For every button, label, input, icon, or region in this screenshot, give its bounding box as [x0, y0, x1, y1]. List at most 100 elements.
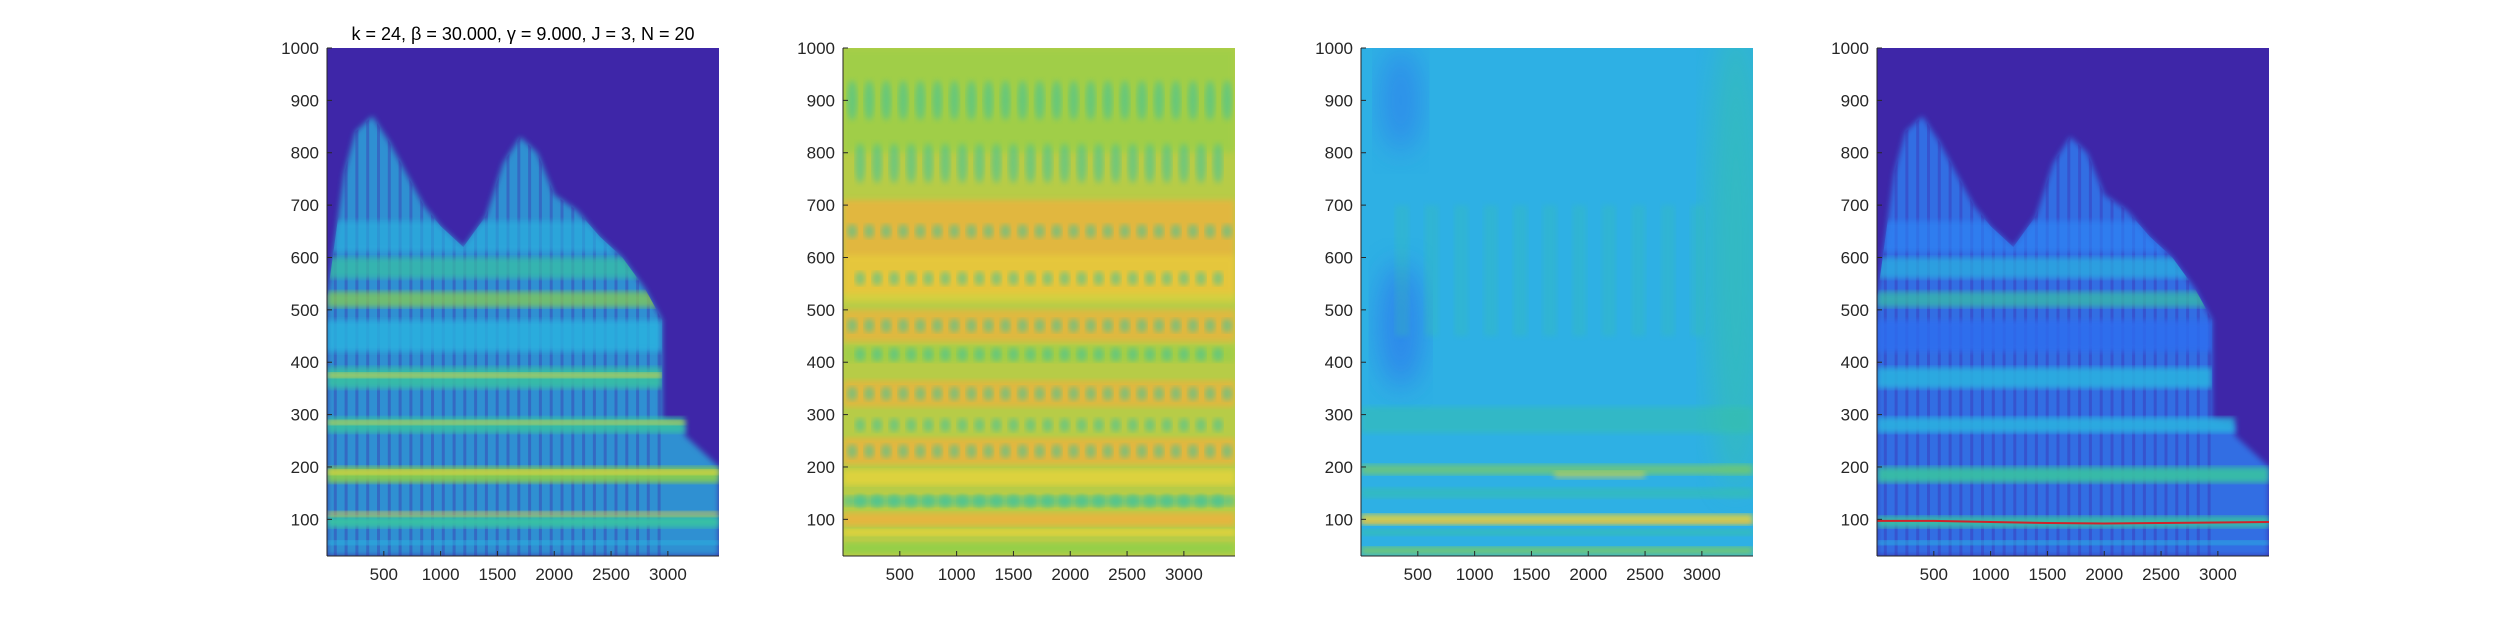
- texture-dot: [1076, 271, 1087, 286]
- texture-dot: [940, 418, 951, 433]
- texture-dot: [1017, 386, 1028, 401]
- texture-dot: [1144, 418, 1155, 433]
- texture-dot: [1161, 271, 1172, 286]
- texture-dot: [898, 318, 909, 333]
- texture-dot: [1102, 444, 1113, 459]
- texture-dot: [1178, 418, 1189, 433]
- texture-dot: [1136, 318, 1147, 333]
- texture-dot: [1205, 80, 1216, 121]
- texture-dot: [957, 143, 968, 184]
- x-tick-label: 1500: [479, 565, 517, 584]
- texture-dot: [898, 224, 909, 239]
- harmonic-band: [1554, 470, 1646, 479]
- y-tick-label: 600: [807, 248, 835, 267]
- texture-dot: [923, 143, 934, 184]
- x-tick-label: 500: [370, 565, 398, 584]
- x-tick-label: 500: [1404, 565, 1432, 584]
- texture-dot: [1000, 318, 1011, 333]
- harmonic-band: [327, 516, 719, 528]
- texture-dot: [1205, 318, 1216, 333]
- texture-dot: [957, 418, 968, 433]
- texture-dot: [881, 80, 892, 121]
- texture-dot: [966, 386, 977, 401]
- texture-dot: [1093, 271, 1104, 286]
- texture-dot: [1153, 318, 1164, 333]
- texture-dot: [1187, 318, 1198, 333]
- y-tick-label: 300: [1841, 406, 1869, 425]
- y-tick-label: 200: [291, 458, 319, 477]
- texture-dot: [1042, 494, 1053, 509]
- texture-dot: [1034, 386, 1045, 401]
- texture-dot: [906, 494, 917, 509]
- y-tick-label: 100: [1841, 510, 1869, 529]
- texture-dot: [1102, 318, 1113, 333]
- texture-dot: [1212, 271, 1223, 286]
- x-tick-label: 1000: [1972, 565, 2010, 584]
- x-tick-label: 1000: [1456, 565, 1494, 584]
- texture-dot: [1034, 444, 1045, 459]
- y-tick-label: 300: [807, 406, 835, 425]
- y-tick-label: 700: [291, 196, 319, 215]
- texture-dot: [847, 386, 858, 401]
- texture-dot: [923, 271, 934, 286]
- texture-dot: [1034, 318, 1045, 333]
- x-tick-label: 2500: [592, 565, 630, 584]
- x-tick-label: 1000: [938, 565, 976, 584]
- texture-dot: [1017, 318, 1028, 333]
- texture-dot: [889, 418, 900, 433]
- texture-dot: [940, 347, 951, 362]
- y-tick-label: 900: [807, 91, 835, 110]
- texture-dot: [1102, 224, 1113, 239]
- texture-dot: [949, 386, 960, 401]
- y-tick-label: 600: [1841, 248, 1869, 267]
- texture-dot: [1051, 318, 1062, 333]
- texture-dot: [1144, 143, 1155, 184]
- texture-dot: [1051, 444, 1062, 459]
- texture-dot: [1042, 418, 1053, 433]
- harmonic-band: [327, 367, 663, 389]
- harmonic-band: [843, 495, 1235, 507]
- texture-dot: [881, 386, 892, 401]
- y-tick-label: 700: [1325, 196, 1353, 215]
- texture-dot: [1000, 444, 1011, 459]
- texture-dot: [1102, 80, 1113, 121]
- y-tick-label: 1000: [1831, 39, 1869, 58]
- texture-dot: [1025, 347, 1036, 362]
- texture-streak: [1395, 205, 1410, 337]
- texture-dot: [940, 271, 951, 286]
- texture-dot: [1170, 80, 1181, 121]
- y-tick-label: 100: [1325, 510, 1353, 529]
- texture-dot: [881, 224, 892, 239]
- texture-dot: [1212, 143, 1223, 184]
- texture-dot: [1059, 494, 1070, 509]
- texture-dot: [957, 271, 968, 286]
- texture-dot: [1178, 347, 1189, 362]
- texture-dot: [1102, 386, 1113, 401]
- texture-dot: [1068, 80, 1079, 121]
- x-tick-label: 2000: [1569, 565, 1607, 584]
- harmonic-band: [327, 467, 719, 483]
- texture-dot: [1170, 318, 1181, 333]
- texture-dot: [915, 318, 926, 333]
- texture-dot: [1017, 444, 1028, 459]
- texture-dot: [1085, 386, 1096, 401]
- texture-dot: [1222, 386, 1233, 401]
- texture-dot: [974, 143, 985, 184]
- texture-dot: [923, 494, 934, 509]
- x-tick-label: 500: [886, 565, 914, 584]
- texture-dot: [847, 318, 858, 333]
- texture-dot: [966, 444, 977, 459]
- y-tick-label: 700: [807, 196, 835, 215]
- texture-dot: [1187, 386, 1198, 401]
- texture-dot: [864, 444, 875, 459]
- texture-dot: [847, 224, 858, 239]
- harmonic-band: [1361, 406, 1753, 433]
- y-tick-label: 600: [1325, 248, 1353, 267]
- texture-dot: [1222, 318, 1233, 333]
- texture-dot: [1161, 347, 1172, 362]
- texture-dot: [966, 80, 977, 121]
- y-tick-label: 700: [1841, 196, 1869, 215]
- texture-dot: [1178, 494, 1189, 509]
- panel-spectrogram: 100 200 300 400 500 600 700 800 900 1000 500 1000 15…: [281, 24, 719, 584]
- texture-dot: [1076, 347, 1087, 362]
